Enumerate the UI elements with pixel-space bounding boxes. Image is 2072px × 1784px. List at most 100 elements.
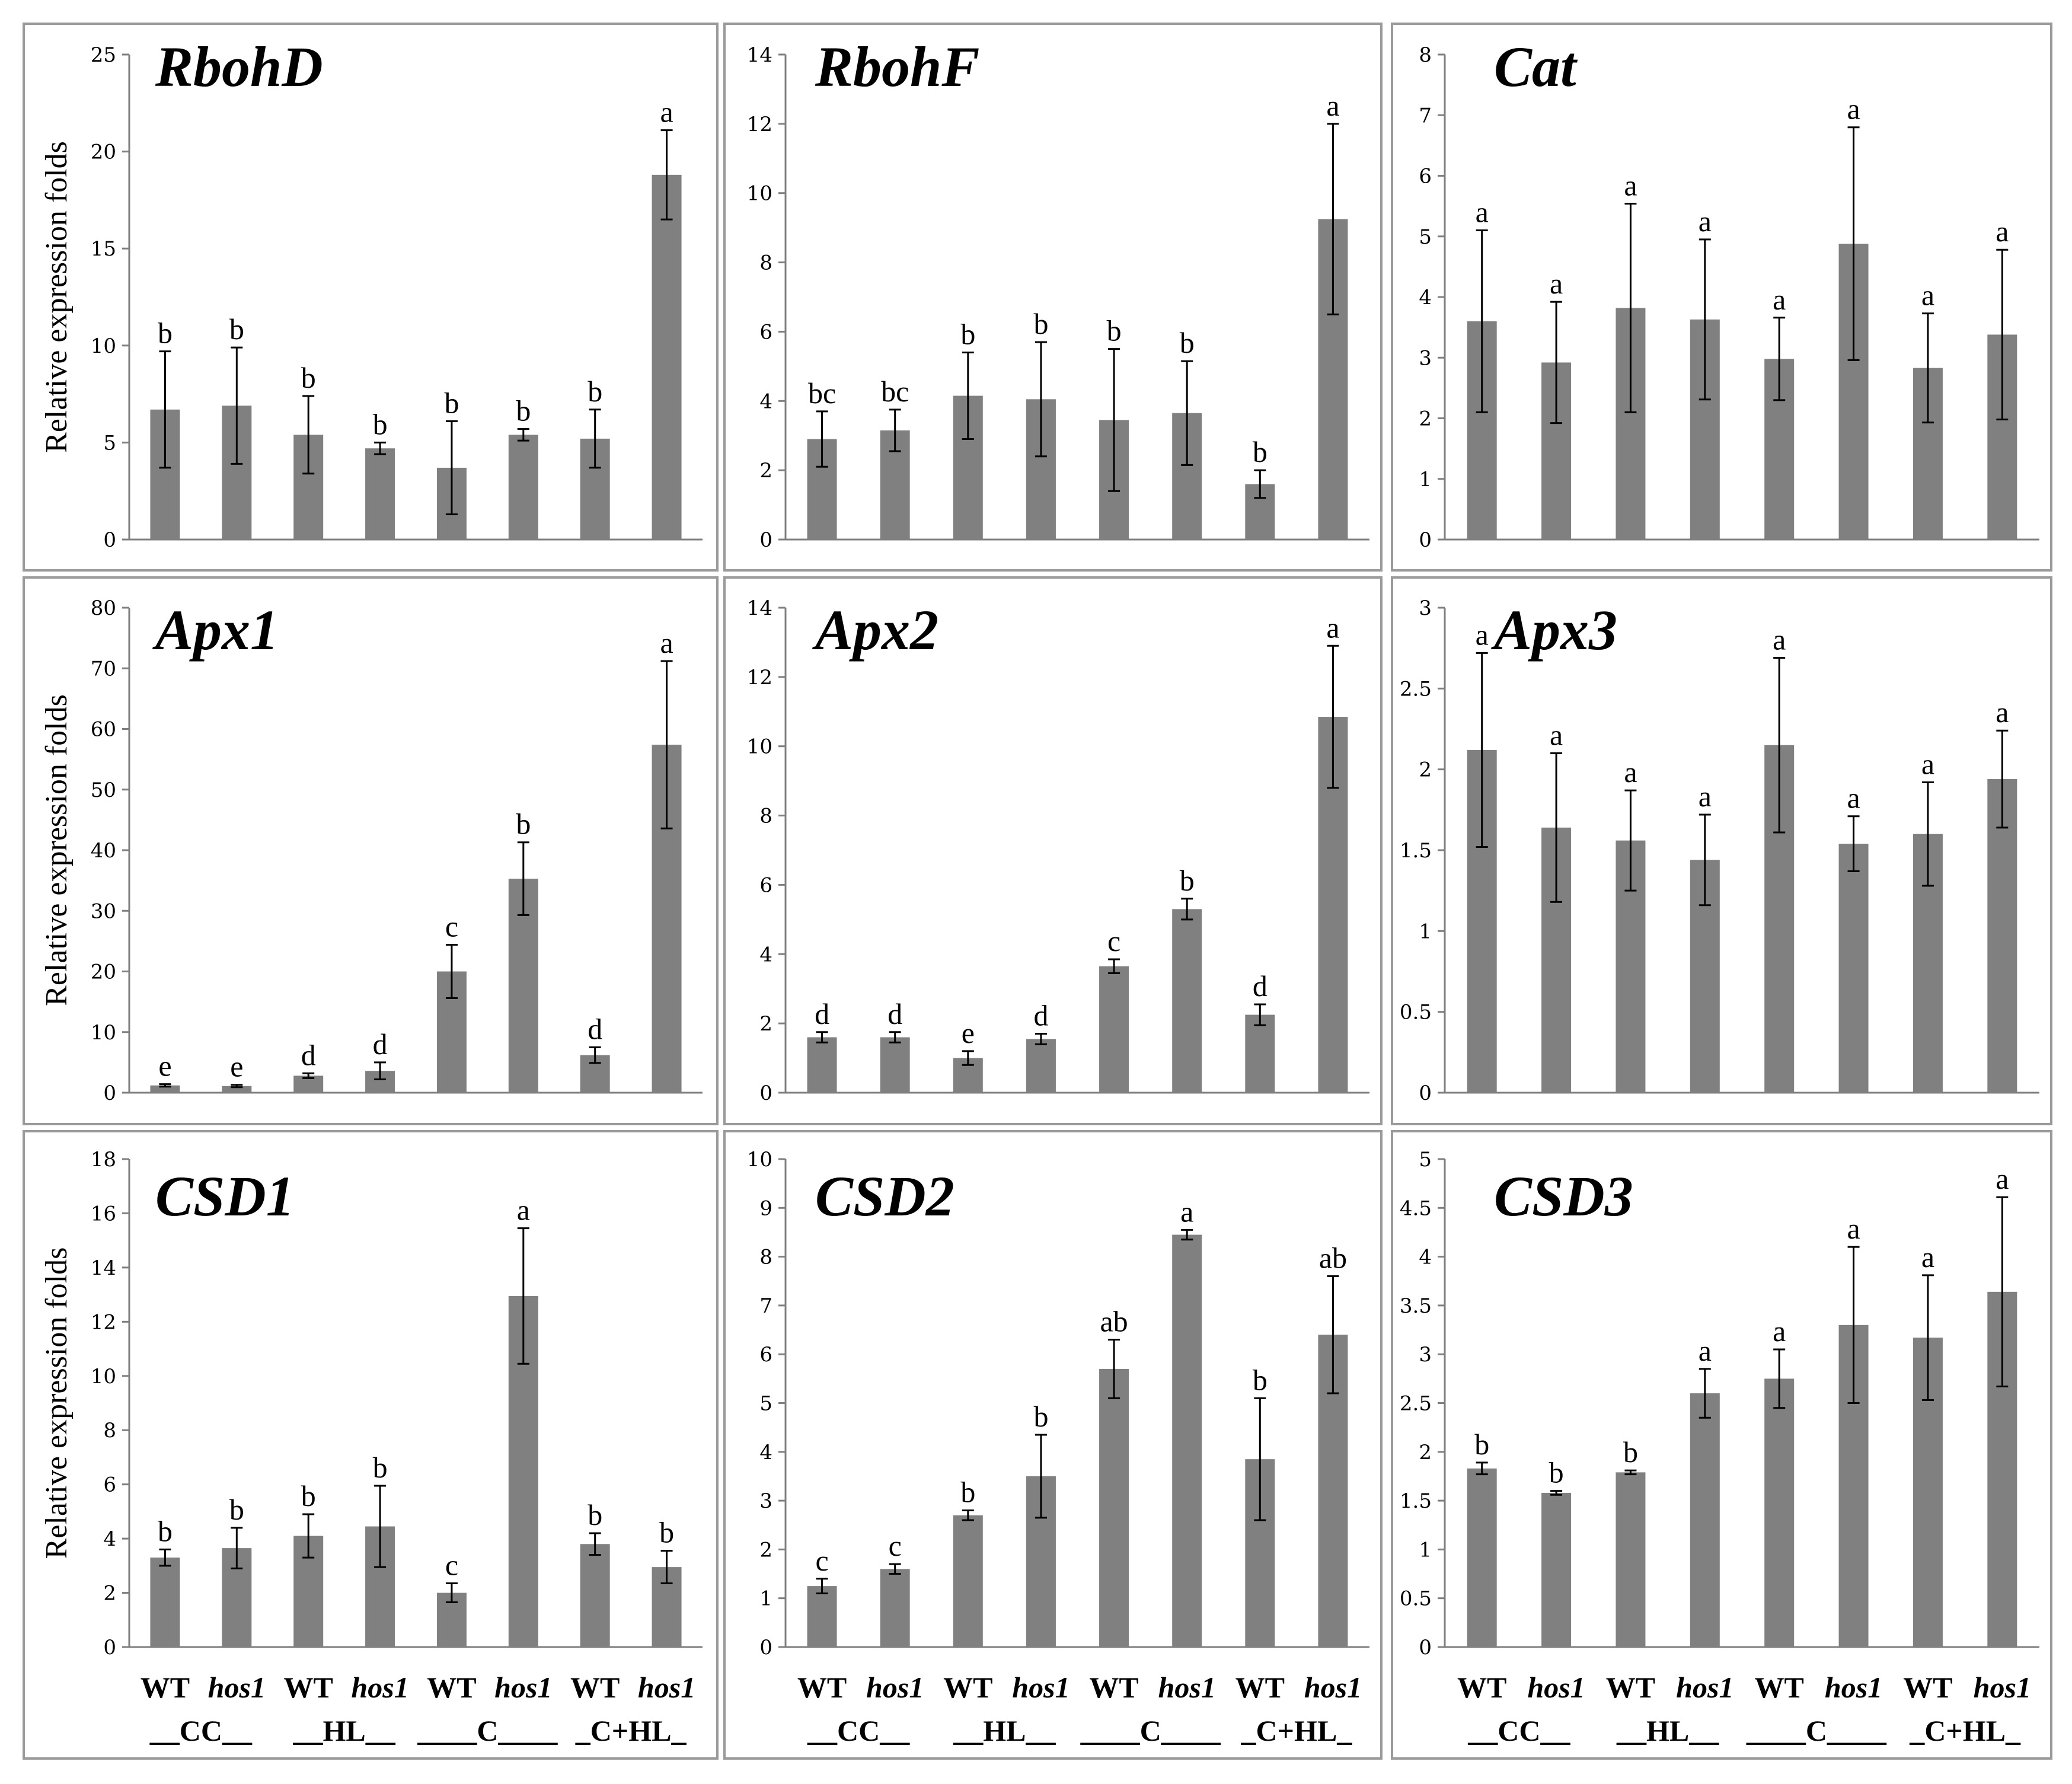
y-tick-label: 3 xyxy=(759,1489,772,1513)
bar xyxy=(1616,1472,1646,1647)
bar xyxy=(1172,1234,1202,1647)
y-tick-label: 1 xyxy=(759,1587,772,1611)
significance-letter: bc xyxy=(808,376,836,410)
y-tick-label: 16 xyxy=(91,1202,116,1225)
significance-letter: b xyxy=(1180,326,1195,359)
significance-letter: e xyxy=(962,1016,975,1049)
bar xyxy=(1838,844,1869,1093)
x-group-label: _C+HL_ xyxy=(575,1714,687,1747)
x-tick-label: WT xyxy=(1606,1671,1655,1704)
y-tick-label: 3 xyxy=(1419,346,1432,370)
x-tick-label: hos1 xyxy=(1825,1671,1882,1704)
x-group-label: __CC__ xyxy=(1467,1714,1570,1747)
x-tick-label: hos1 xyxy=(1304,1671,1362,1704)
y-tick-label: 4 xyxy=(1419,286,1432,309)
y-tick-label: 14 xyxy=(747,43,772,67)
significance-letter: d xyxy=(1033,999,1048,1032)
y-tick-label: 10 xyxy=(91,1365,116,1389)
x-tick-label: WT xyxy=(141,1671,190,1704)
significance-letter: a xyxy=(1550,267,1563,300)
significance-letter: a xyxy=(1773,283,1786,316)
x-tick-label: hos1 xyxy=(1676,1671,1733,1704)
significance-letter: a xyxy=(1847,92,1860,126)
chart-panel-9: 0 0.5 1 1.5 2 2.5 3 3.5 4 4.5 5 CSD3 b b b a a a a a WT hos1 W… xyxy=(1391,1130,2052,1760)
significance-letter: a xyxy=(1326,611,1339,644)
chart-title: Apx1 xyxy=(152,598,279,662)
significance-letter: a xyxy=(1699,205,1712,238)
chart-panel-1: 0 5 10 15 20 25 RbohD Relative expression folds… xyxy=(23,23,719,572)
y-tick-label: 10 xyxy=(747,182,772,206)
bar xyxy=(953,1515,983,1647)
y-tick-label: 20 xyxy=(91,960,116,984)
significance-letter: b xyxy=(1107,314,1122,347)
x-tick-label: hos1 xyxy=(351,1671,408,1704)
x-group-label: _C+HL_ xyxy=(1909,1714,2021,1747)
y-tick-label: 2 xyxy=(1419,758,1432,782)
x-tick-label: WT xyxy=(427,1671,476,1704)
y-tick-label: 2 xyxy=(103,1582,116,1606)
y-tick-label: 10 xyxy=(91,334,116,358)
significance-letter: b xyxy=(1033,1400,1048,1433)
y-axis-label: Relative expression folds xyxy=(40,694,74,1006)
bar xyxy=(365,448,395,540)
y-tick-label: 14 xyxy=(91,1256,116,1280)
significance-letter: c xyxy=(445,1549,458,1582)
y-tick-label: 2 xyxy=(759,1538,772,1562)
y-tick-label: 0.5 xyxy=(1400,1587,1432,1611)
significance-letter: b xyxy=(1033,307,1048,340)
bar xyxy=(807,1586,837,1647)
y-tick-label: 8 xyxy=(759,1246,772,1269)
y-tick-label: 40 xyxy=(91,839,116,863)
significance-letter: a xyxy=(1699,1334,1712,1367)
x-tick-label: WT xyxy=(1457,1671,1506,1704)
significance-letter: e xyxy=(158,1049,171,1083)
x-group-label: ____C____ xyxy=(1746,1714,1887,1747)
significance-letter: d xyxy=(373,1027,388,1061)
y-axis-label: Relative expression folds xyxy=(40,141,74,453)
significance-letter: a xyxy=(1550,718,1563,751)
x-tick-label: hos1 xyxy=(1527,1671,1585,1704)
significance-letter: d xyxy=(588,1012,602,1045)
x-tick-label: hos1 xyxy=(638,1671,695,1704)
significance-letter: b xyxy=(588,1498,602,1531)
significance-letter: b xyxy=(1180,864,1195,897)
y-tick-label: 12 xyxy=(91,1310,116,1334)
bar xyxy=(150,1085,180,1093)
y-tick-label: 18 xyxy=(91,1148,116,1172)
y-tick-label: 6 xyxy=(759,873,772,897)
chart-panel-2: 0 2 4 6 8 10 12 14 RbohF bc bc b b b b b a xyxy=(723,23,1383,572)
x-tick-label: hos1 xyxy=(1974,1671,2031,1704)
y-tick-label: 30 xyxy=(91,899,116,923)
chart-title: CSD2 xyxy=(815,1164,954,1228)
y-tick-label: 8 xyxy=(1419,43,1432,67)
bar xyxy=(1987,779,2017,1093)
significance-letter: d xyxy=(887,997,902,1030)
bar xyxy=(807,1037,837,1093)
chart-title: Cat xyxy=(1494,35,1578,98)
significance-letter: b xyxy=(444,386,459,419)
significance-letter: d xyxy=(301,1038,316,1071)
significance-letter: b xyxy=(1253,1363,1268,1396)
significance-letter: a xyxy=(1773,1314,1786,1348)
y-tick-label: 6 xyxy=(759,1343,772,1367)
x-tick-label: WT xyxy=(1089,1671,1138,1704)
significance-letter: a xyxy=(660,626,673,659)
y-tick-label: 2 xyxy=(759,459,772,483)
significance-letter: c xyxy=(1107,924,1120,958)
bar xyxy=(1172,909,1202,1093)
x-group-label: __HL__ xyxy=(1616,1714,1719,1747)
significance-letter: b xyxy=(960,317,975,350)
bar xyxy=(880,1037,910,1093)
y-tick-label: 0 xyxy=(759,1636,772,1659)
significance-letter: d xyxy=(1253,969,1268,1003)
y-tick-label: 4 xyxy=(759,943,772,966)
significance-letter: b xyxy=(516,808,531,841)
y-tick-label: 0 xyxy=(759,528,772,552)
chart-title: CSD1 xyxy=(155,1164,295,1228)
x-tick-label: hos1 xyxy=(1012,1671,1069,1704)
panel-frame xyxy=(23,1130,719,1760)
y-tick-label: 4 xyxy=(759,390,772,413)
y-tick-label: 60 xyxy=(91,718,116,742)
x-group-label: ____C____ xyxy=(417,1714,558,1747)
y-tick-label: 3.5 xyxy=(1400,1294,1432,1318)
